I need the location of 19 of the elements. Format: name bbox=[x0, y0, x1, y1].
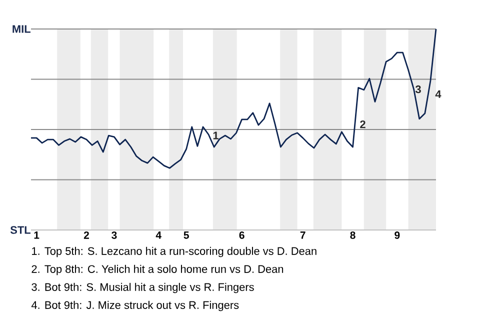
text: STL bbox=[10, 226, 30, 234]
x-tick-label: 6 bbox=[239, 232, 244, 239]
x-tick-label: 8 bbox=[350, 232, 356, 239]
annotation: 4 bbox=[435, 90, 442, 98]
x-tick-label: 2 bbox=[84, 232, 89, 239]
x-tick-label: 9 bbox=[394, 232, 400, 239]
x-tick-label: 5 bbox=[184, 232, 189, 239]
annotation: 3 bbox=[415, 85, 421, 94]
x-tick-label: 3 bbox=[112, 232, 117, 239]
annotation: 2 bbox=[360, 120, 366, 128]
text: 2. Top 8th: C. Yelich hit a solo home run vs D. Dean bbox=[32, 264, 284, 276]
x-tick-label: 1 bbox=[34, 232, 40, 239]
annotation: 1 bbox=[213, 132, 218, 140]
text: 4. Bot 9th: J. Mize struck out vs R. Fingers bbox=[31, 300, 239, 312]
x-tick-label: 7 bbox=[300, 232, 306, 239]
text: 3. Bot 9th: S. Musial hit a single vs R. Fingers bbox=[32, 282, 254, 294]
x-tick-label: 4 bbox=[156, 232, 162, 239]
text: MIL bbox=[12, 25, 30, 33]
text: 1. Top 5th: S. Lezcano hit a run-scoring double vs D. Dean bbox=[32, 246, 316, 258]
